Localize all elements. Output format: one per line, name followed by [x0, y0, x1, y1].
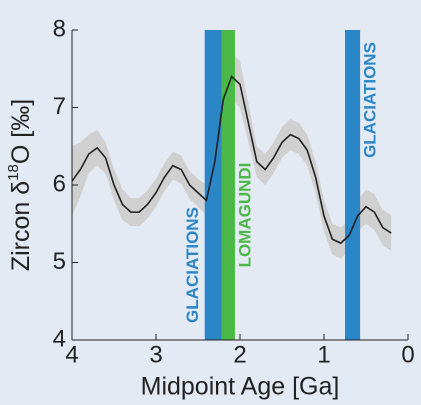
region [345, 30, 361, 340]
region-label: LOMAGUNDI [235, 163, 254, 268]
y-tick-label: 5 [53, 248, 66, 275]
y-tick-label: 4 [53, 325, 66, 352]
x-tick-label: 4 [65, 341, 78, 368]
y-axis-label-part: Zircon δ [7, 181, 35, 271]
x-tick-label: 2 [233, 341, 246, 368]
y-tick-label: 8 [53, 15, 66, 42]
x-tick-label: 1 [317, 341, 330, 368]
region-label: GLACIATIONS [183, 207, 202, 323]
x-tick-label: 0 [401, 341, 414, 368]
confidence-band [72, 53, 392, 259]
y-axis-label-part: O [‰] [7, 99, 35, 164]
x-tick-label: 3 [149, 341, 162, 368]
y-tick-label: 7 [53, 93, 66, 120]
region-label: GLACIATIONS [361, 42, 380, 158]
x-axis-label: Midpoint Age [Ga] [141, 373, 340, 401]
y-axis-label-part: 18 [5, 164, 22, 181]
region [204, 30, 222, 340]
line [71, 75, 392, 245]
y-tick-label: 6 [53, 170, 66, 197]
y-axis-label: Zircon δ18O [‰] [5, 99, 35, 271]
region [221, 30, 235, 340]
